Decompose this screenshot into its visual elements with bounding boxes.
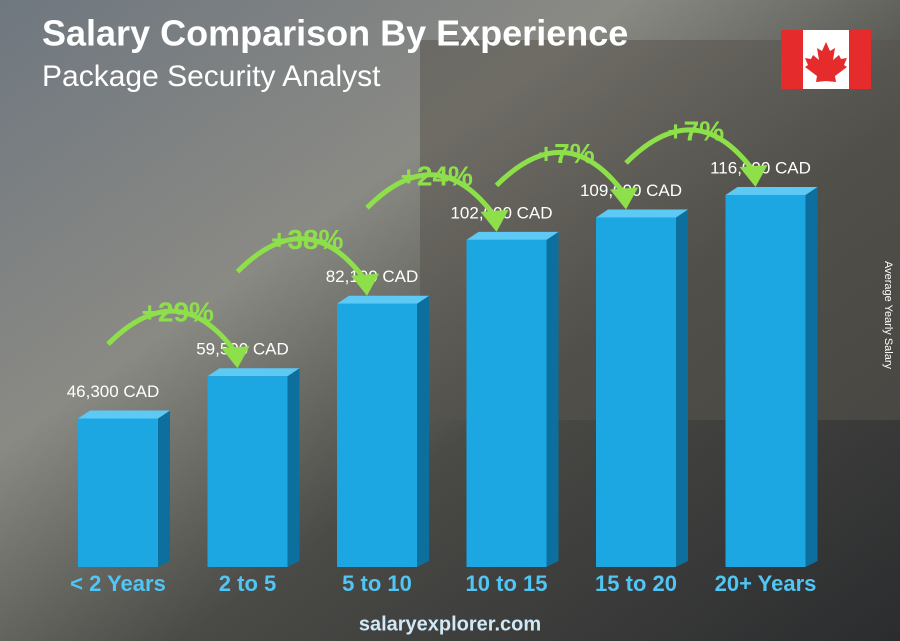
bar-side bbox=[676, 209, 688, 567]
bar bbox=[78, 418, 158, 567]
change-arrow bbox=[235, 236, 368, 282]
bar bbox=[725, 195, 806, 567]
change-arrowhead bbox=[610, 187, 638, 210]
y-axis-label: Average Yearly Salary bbox=[882, 261, 894, 370]
bar-top bbox=[466, 231, 559, 240]
bar-side bbox=[417, 295, 429, 567]
x-tick-label: 5 to 10 bbox=[342, 571, 412, 596]
bar-side bbox=[546, 231, 559, 567]
bar bbox=[207, 376, 288, 567]
change-label: +38% bbox=[271, 224, 343, 255]
x-tick-label: 10 to 15 bbox=[466, 571, 548, 596]
bar bbox=[466, 239, 547, 567]
change-arrow bbox=[106, 308, 238, 354]
x-tick-label: 15 to 20 bbox=[595, 571, 677, 596]
footer: salaryexplorer.com bbox=[359, 613, 541, 635]
chart-title: Salary Comparison By Experience bbox=[42, 13, 628, 54]
change-arrow bbox=[624, 127, 756, 173]
bar-top bbox=[596, 209, 688, 218]
x-tick-label: 20+ Years bbox=[715, 571, 817, 596]
bar-side bbox=[805, 187, 818, 567]
change-arrowhead bbox=[739, 165, 768, 187]
bar-top bbox=[725, 187, 818, 195]
change-label: +7% bbox=[667, 115, 724, 146]
bar-side bbox=[158, 410, 170, 567]
value-label: 46,300 CAD bbox=[67, 382, 160, 401]
change-arrowhead bbox=[221, 346, 250, 369]
x-tick-label: < 2 Years bbox=[70, 571, 166, 596]
bar-top bbox=[337, 295, 429, 304]
change-label: +24% bbox=[401, 160, 473, 191]
change-arrow bbox=[494, 149, 627, 195]
change-label: +29% bbox=[142, 297, 214, 328]
x-tick-label: 2 to 5 bbox=[219, 571, 276, 596]
bar-top bbox=[207, 368, 300, 377]
bar bbox=[337, 303, 417, 567]
chart-subtitle: Package Security Analyst bbox=[42, 60, 381, 93]
change-arrow bbox=[365, 172, 497, 218]
change-label: +7% bbox=[538, 138, 595, 169]
bar-side bbox=[287, 368, 300, 567]
change-arrowhead bbox=[351, 273, 379, 296]
bar bbox=[596, 217, 676, 567]
flag bbox=[781, 30, 871, 89]
bar-top bbox=[78, 410, 170, 419]
change-arrowhead bbox=[480, 209, 509, 232]
